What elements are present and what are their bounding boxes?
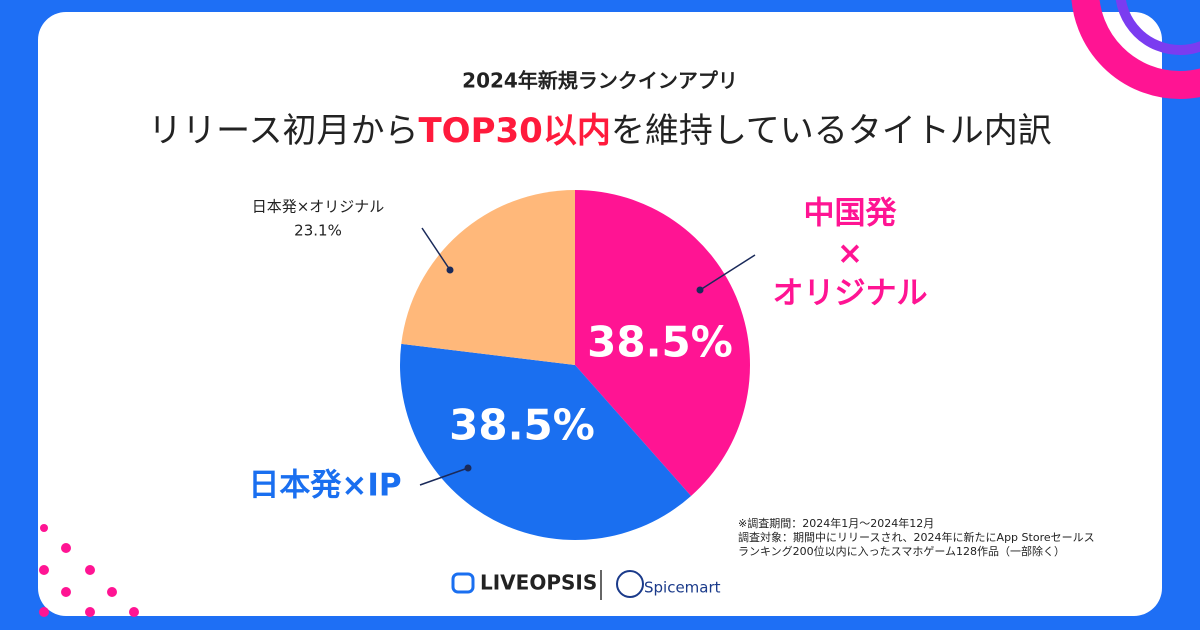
value-label: 38.5% bbox=[587, 318, 733, 367]
note: ※調査期間：2024年1月～2024年12月 bbox=[738, 516, 934, 530]
slice-label: × bbox=[837, 236, 863, 272]
leader-line bbox=[699, 254, 756, 291]
pie-slice bbox=[575, 190, 750, 496]
leader-dot bbox=[464, 464, 472, 472]
decor-arc bbox=[1071, 0, 1200, 99]
chart-subtitle: リリース初月からTOP30以内を維持しているタイトル内訳 bbox=[148, 111, 1052, 151]
slice-label: 日本発×オリジナル bbox=[252, 198, 385, 216]
pie-slice bbox=[399, 343, 692, 540]
subtitle-part: リリース初月から bbox=[148, 111, 418, 151]
logo: LIVEOPSIS bbox=[480, 571, 597, 595]
leader-dot bbox=[696, 286, 704, 294]
note: ランキング200位以内に入ったスマホゲーム128作品（一部除く） bbox=[738, 544, 1065, 558]
slice-label: 中国発 bbox=[804, 196, 898, 232]
leader-line bbox=[421, 227, 451, 271]
leader-dot bbox=[446, 266, 454, 274]
chart-title: 2024年新規ランクインアプリ bbox=[462, 69, 738, 93]
note: 調査対象：期間中にリリースされ、2024年に新たにApp Storeセールス bbox=[738, 530, 1095, 544]
logo-icon bbox=[451, 572, 475, 594]
notes: ※調査期間：2024年1月～2024年12月 調査対象：期間中にリリースされ、2… bbox=[738, 516, 1095, 558]
subtitle-highlight: TOP30以内 bbox=[418, 111, 610, 151]
logo: Spicemart bbox=[644, 579, 721, 597]
decor-arc bbox=[1115, 0, 1200, 55]
slice-label: オリジナル bbox=[773, 276, 928, 312]
logo-icon bbox=[616, 570, 644, 598]
pie-slice bbox=[401, 190, 575, 365]
value-label: 38.5% bbox=[449, 401, 595, 450]
subtitle-part: を維持しているタイトル内訳 bbox=[611, 111, 1052, 151]
leader-line bbox=[419, 467, 469, 486]
decor-dots bbox=[39, 524, 139, 617]
slice-label: 日本発×IP bbox=[248, 468, 401, 504]
value-label: 23.1% bbox=[294, 222, 342, 240]
